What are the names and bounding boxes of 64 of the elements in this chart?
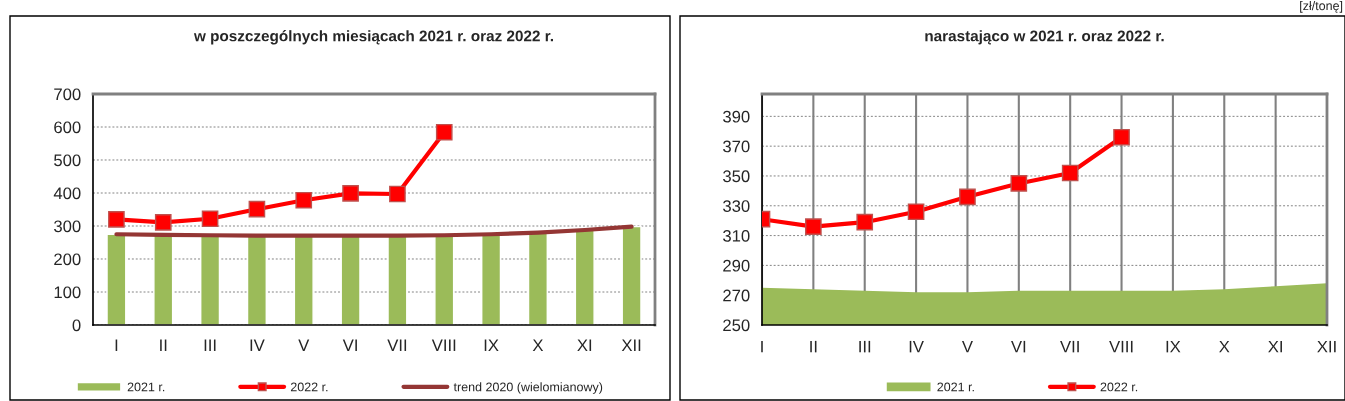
x-tick-label: XII bbox=[621, 339, 641, 351]
y-tick-label: 370 bbox=[723, 140, 750, 153]
x-tick-label: IX bbox=[484, 339, 499, 351]
y-tick-label: 270 bbox=[723, 289, 750, 302]
x-tick-label: XI bbox=[577, 339, 592, 351]
point bbox=[959, 188, 976, 206]
legend-label: trend 2020 (wielomianowy) bbox=[453, 382, 603, 394]
legend-label: 2022 r. bbox=[1100, 382, 1138, 392]
y-tick-label: 100 bbox=[54, 286, 81, 299]
x-tick-label: IV bbox=[909, 340, 924, 353]
x-tick-label: V bbox=[298, 339, 310, 351]
point bbox=[342, 184, 359, 202]
chart-title: narastająco w 2021 r. oraz 2022 r. bbox=[925, 30, 1164, 45]
legend-label: 2021 r. bbox=[127, 382, 165, 392]
point bbox=[108, 211, 125, 228]
text: [zł/tonę] bbox=[1300, 1, 1343, 13]
point bbox=[435, 123, 453, 141]
y-tick-label: 290 bbox=[723, 259, 750, 272]
x-tick-label: X bbox=[1219, 340, 1230, 353]
x-tick-label: IX bbox=[1166, 340, 1181, 353]
y-tick-label: 250 bbox=[723, 319, 750, 332]
y-tick-label: 330 bbox=[723, 200, 750, 212]
point bbox=[248, 200, 266, 218]
point bbox=[295, 191, 313, 209]
x-tick-label: IV bbox=[250, 339, 265, 351]
point bbox=[1010, 175, 1028, 192]
x-tick-label: V bbox=[961, 340, 973, 353]
y-tick-label: 500 bbox=[54, 154, 81, 167]
y-tick-label: 600 bbox=[54, 121, 81, 134]
x-tick-label: X bbox=[532, 339, 544, 351]
point bbox=[1061, 164, 1079, 182]
x-tick-label: VII bbox=[1060, 340, 1079, 353]
x-tick-label: XII bbox=[1317, 340, 1336, 353]
x-tick-label: VII bbox=[387, 339, 407, 351]
y-tick-label: 300 bbox=[54, 220, 81, 233]
point bbox=[154, 214, 172, 231]
x-tick-label: I bbox=[761, 340, 763, 353]
y-tick-label: 390 bbox=[723, 110, 750, 123]
x-tick-label: III bbox=[859, 340, 871, 353]
point bbox=[1113, 128, 1130, 146]
point bbox=[201, 210, 219, 228]
x-tick-label: VIII bbox=[1109, 340, 1133, 353]
point bbox=[389, 185, 406, 203]
x-tick-label: II bbox=[160, 339, 167, 351]
x-tick-label: II bbox=[810, 340, 817, 353]
y-tick-label: 200 bbox=[54, 253, 81, 266]
point bbox=[856, 213, 874, 231]
point bbox=[805, 218, 822, 235]
y-tick-label: 700 bbox=[54, 88, 81, 101]
x-tick-label: I bbox=[115, 339, 118, 351]
y-tick-label: 400 bbox=[53, 187, 81, 200]
x-tick-label: XI bbox=[1268, 340, 1282, 353]
y-tick-label: 0 bbox=[72, 319, 81, 332]
y-tick-label: 310 bbox=[723, 229, 750, 242]
x-tick-label: III bbox=[204, 339, 216, 351]
x-tick-label: VI bbox=[342, 339, 357, 351]
y-tick-label: 350 bbox=[723, 170, 750, 183]
legend-label: 2021 r. bbox=[937, 382, 974, 392]
x-tick-label: VIII bbox=[431, 339, 456, 351]
legend-label: 2022 r. bbox=[290, 382, 328, 392]
point bbox=[907, 203, 925, 221]
chart-title: w poszczególnych miesiącach 2021 r. oraz 2022 r. bbox=[193, 30, 553, 45]
line-series bbox=[114, 224, 634, 238]
x-tick-label: VI bbox=[1011, 340, 1026, 353]
